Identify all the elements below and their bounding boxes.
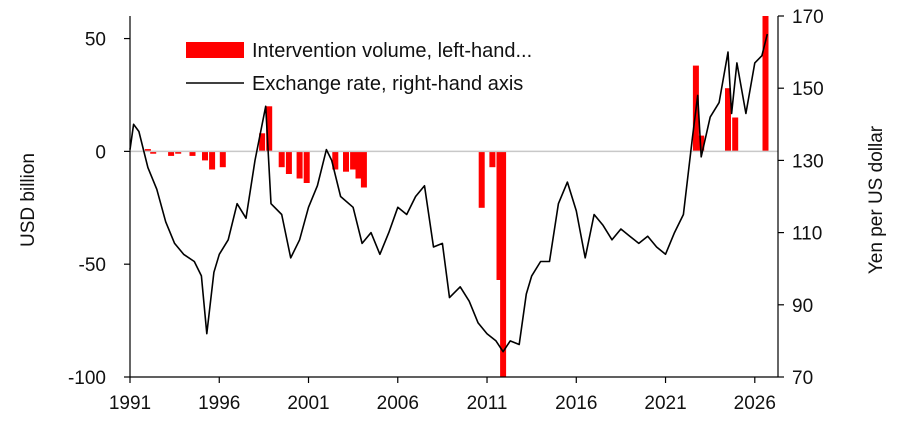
intervention-bar-25: [725, 88, 731, 152]
x-tick-label: 2011: [467, 393, 508, 414]
intervention-bar-19: [478, 151, 485, 208]
intervention-bar-10: [278, 151, 285, 168]
intervention-bar-21: [496, 151, 503, 280]
intervention-bar-11: [285, 151, 292, 174]
intervention-bar-6: [209, 151, 216, 170]
left-axis-title: USD billion: [18, 153, 39, 247]
bars-layer: [144, 16, 769, 377]
x-tick-label: 1996: [198, 393, 240, 414]
left-tick-label: 0: [95, 142, 106, 163]
intervention-bar-7: [219, 151, 226, 168]
ticks-layer: 50 0 -50 -100 170 150 130 110 90 70 1991 1996 2001 20…: [68, 7, 824, 414]
intervention-bar-22: [500, 151, 507, 377]
legend-line-label: Exchange rate, right-hand axis: [252, 73, 523, 95]
exchange-rate-line: [129, 33, 769, 353]
x-tick-label: 2001: [287, 393, 329, 414]
intervention-bar-13: [303, 151, 310, 183]
intervention-bar-12: [296, 151, 303, 179]
right-tick-label: 150: [792, 79, 824, 100]
intervention-bar-26: [732, 117, 739, 152]
right-axis-title: Yen per US dollar: [866, 125, 887, 274]
legend: Intervention volume, left-hand... Exchan…: [186, 40, 532, 95]
intervention-bar-15: [343, 151, 349, 172]
left-tick-label: 50: [85, 30, 106, 51]
intervention-bar-17: [355, 151, 362, 179]
x-tick-label: 2016: [555, 393, 597, 414]
intervention-bar-5: [202, 151, 208, 161]
x-tick-label: 1991: [109, 393, 151, 414]
intervention-bar-8: [259, 133, 266, 152]
intervention-bar-3: [175, 151, 182, 154]
intervention-bar-2: [168, 151, 175, 156]
intervention-bar-1: [150, 151, 157, 154]
right-tick-label: 110: [792, 224, 822, 245]
legend-bar-label: Intervention volume, left-hand...: [252, 40, 532, 62]
right-tick-label: 90: [792, 296, 813, 317]
right-tick-label: 130: [792, 151, 824, 172]
left-tick-label: -100: [68, 368, 106, 389]
x-tick-label: 2021: [644, 393, 686, 414]
intervention-bar-9: [266, 106, 273, 152]
right-tick-label: 70: [792, 368, 813, 389]
left-tick-label: -50: [79, 255, 106, 276]
x-tick-label: 2006: [377, 393, 419, 414]
intervention-bar-0: [144, 149, 151, 152]
intervention-bar-14: [332, 151, 339, 170]
axes-layer: [129, 16, 779, 378]
intervention-bar-27: [762, 16, 769, 152]
x-tick-label: 2026: [734, 393, 776, 414]
intervention-bar-4: [189, 151, 196, 156]
intervention-bar-18: [360, 151, 367, 188]
right-tick-label: 170: [792, 7, 824, 28]
intervention-bar-20: [489, 151, 496, 168]
intervention-bar-16: [350, 151, 357, 170]
legend-bar-swatch: [186, 42, 244, 58]
